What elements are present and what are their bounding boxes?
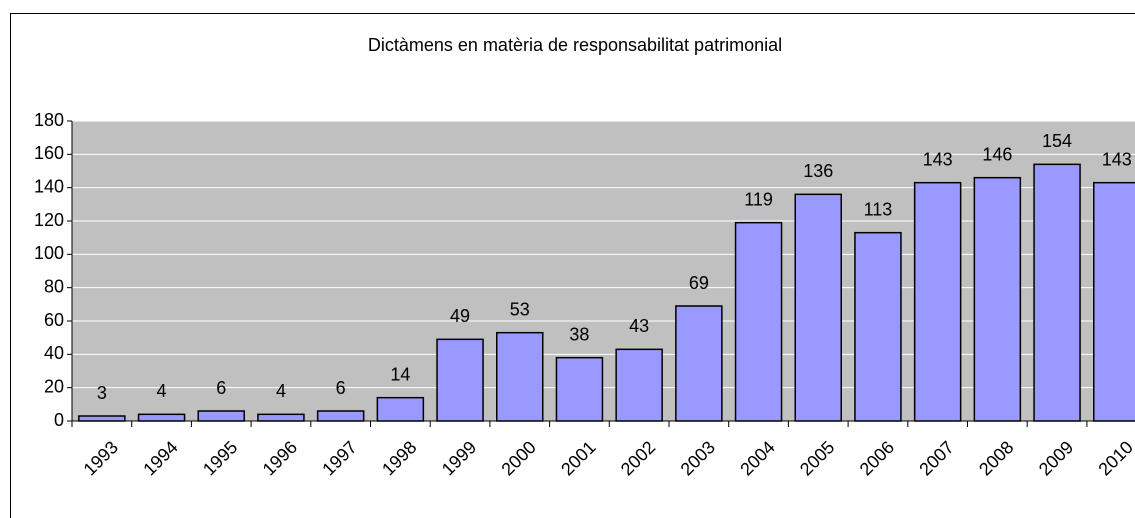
data-label: 4: [276, 381, 286, 401]
y-tick-label: 100: [34, 243, 64, 263]
bar: [316, 410, 365, 422]
bar: [615, 348, 663, 422]
y-tick-label: 40: [44, 343, 64, 363]
data-label: 143: [1102, 149, 1132, 169]
bar: [734, 221, 783, 422]
data-label: 49: [450, 306, 470, 326]
bar: [555, 356, 604, 422]
data-label: 43: [629, 316, 649, 336]
y-tick-label: 120: [34, 210, 64, 230]
bar: [78, 415, 126, 422]
y-tick-label: 80: [44, 276, 64, 296]
data-label: 136: [803, 161, 833, 181]
bar: [496, 331, 544, 422]
bar: [794, 193, 842, 422]
data-label: 154: [1042, 131, 1072, 151]
bar: [197, 410, 245, 422]
y-tick-label: 0: [54, 410, 64, 430]
bar: [1033, 163, 1081, 422]
data-label: 113: [864, 199, 893, 219]
chart-title: Dictàmens en matèria de responsabilitat …: [368, 35, 782, 55]
bar: [973, 176, 1022, 422]
data-label: 38: [569, 324, 589, 344]
bar: [376, 396, 425, 422]
y-tick-label: 180: [34, 110, 64, 130]
bar: [913, 181, 962, 422]
bar: [137, 413, 186, 422]
data-label: 14: [390, 364, 410, 384]
data-label: 4: [157, 381, 167, 401]
y-tick-label: 160: [34, 143, 64, 163]
bar: [436, 338, 484, 422]
data-label: 119: [744, 189, 773, 209]
data-label: 143: [923, 149, 953, 169]
bar: [854, 231, 902, 422]
data-label: 3: [97, 383, 107, 403]
bar: [257, 413, 305, 422]
bar: [675, 305, 723, 422]
data-label: 146: [982, 144, 1012, 164]
data-label: 6: [336, 378, 346, 398]
bar: [1093, 181, 1135, 422]
data-label: 69: [689, 273, 709, 293]
data-label: 53: [510, 299, 530, 319]
y-tick-label: 140: [34, 176, 64, 196]
y-tick-label: 20: [44, 376, 64, 396]
y-tick-label: 60: [44, 310, 64, 330]
data-label: 6: [216, 378, 226, 398]
